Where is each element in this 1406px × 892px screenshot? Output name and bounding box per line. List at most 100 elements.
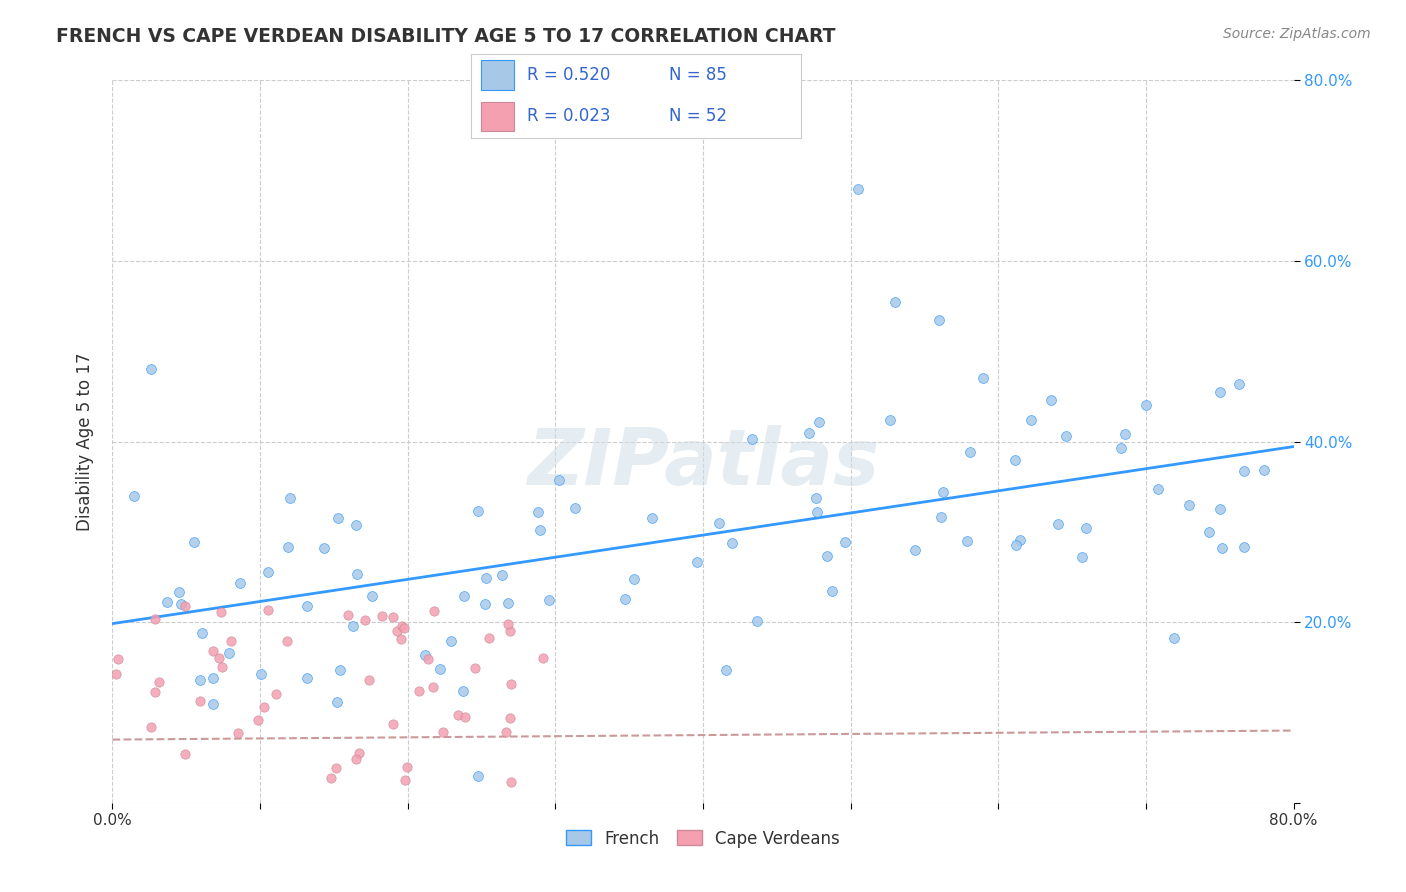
Point [257,603,280,617]
Point [218,646,240,660]
Point [295,671,318,685]
Point [413,648,436,662]
Point [846,182,869,196]
Point [467,769,489,783]
Point [347,746,370,760]
Point [325,695,347,709]
Point [1074,521,1097,535]
Point [464,661,486,675]
Point [329,663,352,677]
Point [527,506,550,520]
Point [1021,412,1043,426]
Point [387,624,409,638]
Point [389,632,412,646]
Point [1008,533,1031,547]
Point [499,677,522,691]
Point [344,752,367,766]
Point [538,593,561,607]
Point [804,491,827,506]
Point [264,687,287,701]
Point [928,312,950,326]
Point [169,584,191,599]
Text: R = 0.023: R = 0.023 [527,107,610,125]
Point [395,760,418,774]
Point [295,599,318,613]
FancyBboxPatch shape [481,102,515,131]
Point [1178,498,1201,512]
Point [686,555,709,569]
Text: N = 52: N = 52 [669,107,727,125]
Point [382,610,405,624]
Point [1208,384,1232,399]
Point [139,362,162,376]
Point [499,624,522,638]
Point [1209,501,1232,516]
Point [312,541,335,555]
Point [453,589,475,603]
Point [391,619,413,633]
Point [495,724,517,739]
Point [447,708,470,723]
FancyBboxPatch shape [481,61,515,90]
Point [1109,441,1132,455]
Point [226,726,249,740]
Point [440,634,463,648]
Point [1054,429,1077,443]
Point [394,773,416,788]
Point [623,572,645,586]
Point [454,710,477,724]
Point [381,716,404,731]
Point [209,606,232,620]
Point [806,505,828,519]
Point [143,612,166,626]
Point [148,674,170,689]
Point [1233,540,1256,554]
Point [641,511,664,525]
Point [201,697,224,711]
Point [418,652,440,666]
Point [228,576,250,591]
Point [821,583,844,598]
Point [188,693,211,707]
Point [1135,398,1157,412]
Text: FRENCH VS CAPE VERDEAN DISABILITY AGE 5 TO 17 CORRELATION CHART: FRENCH VS CAPE VERDEAN DISABILITY AGE 5 … [56,27,835,45]
Point [501,775,523,789]
Point [208,650,231,665]
Text: ZIPatlas: ZIPatlas [527,425,879,501]
Point [1114,427,1136,442]
Point [799,425,821,440]
Point [741,432,763,446]
Point [1211,541,1233,555]
Point [959,444,981,458]
Point [467,503,489,517]
Point [478,632,501,646]
Point [422,680,444,694]
Y-axis label: Disability Age 5 to 17: Disability Age 5 to 17 [76,352,94,531]
Point [904,543,927,558]
Point [1005,537,1028,551]
Point [474,597,496,611]
Point [219,633,242,648]
Point [451,684,474,698]
Point [1004,452,1026,467]
Point [249,667,271,681]
Point [1070,549,1092,564]
Point [564,501,586,516]
Point [394,621,416,635]
Text: N = 85: N = 85 [669,66,727,84]
Point [191,626,214,640]
Point [499,711,522,725]
Point [432,724,454,739]
Point [370,608,392,623]
Point [498,596,520,610]
Point [714,663,737,677]
Point [190,673,212,687]
Point [1039,392,1062,407]
Point [252,700,274,714]
Point [170,597,193,611]
Point [342,618,364,632]
Point [211,660,233,674]
Point [278,491,301,505]
Point [277,541,299,555]
Point [122,489,145,503]
